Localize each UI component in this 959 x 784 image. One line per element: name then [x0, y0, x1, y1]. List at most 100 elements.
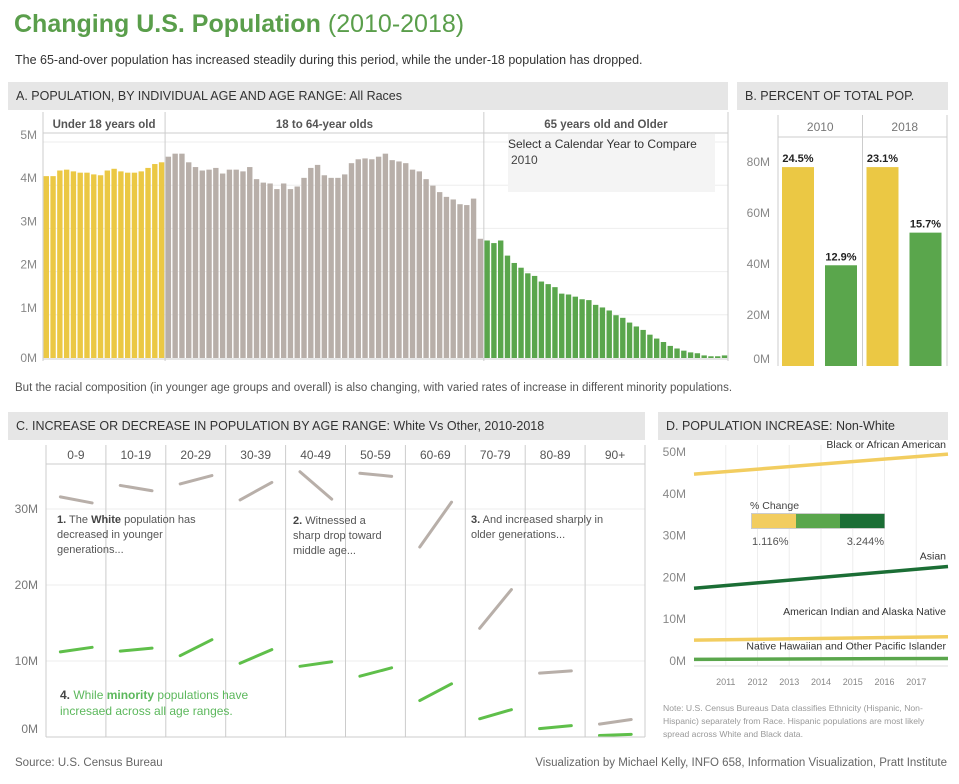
- age-bar: [396, 161, 402, 358]
- x-tick-label: 2017: [906, 677, 926, 687]
- x-tick-label: 2015: [843, 677, 863, 687]
- slope-line: [597, 732, 633, 737]
- slope-line: [478, 708, 513, 721]
- age-bar: [131, 172, 138, 358]
- age-range-label: 0-9: [67, 448, 85, 462]
- age-bar: [145, 167, 151, 358]
- age-bar: [559, 293, 565, 358]
- slope-line: [538, 669, 573, 675]
- series-line: [693, 452, 949, 476]
- age-bar: [186, 162, 192, 358]
- year-filter[interactable]: Select a Calendar Year to Compare 2010: [508, 134, 715, 192]
- age-bar: [57, 170, 63, 358]
- section-a-header: A. POPULATION, BY INDIVIDUAL AGE AND AGE…: [8, 82, 728, 110]
- age-bar: [199, 170, 205, 358]
- age-bar: [314, 164, 321, 358]
- age-bar: [70, 171, 77, 358]
- slope-line: [58, 495, 94, 505]
- age-bar: [280, 183, 287, 358]
- slope-line: [238, 480, 274, 502]
- age-bar: [484, 240, 490, 358]
- percent-total-bar-chart: 0M 20M 40M 60M 80M 2010 24.5% 12.9% 2018 23.1% 15.…: [747, 115, 948, 366]
- age-bar: [294, 186, 300, 358]
- white-vs-other-slope-chart: 0M 10M 20M 30M 0-9 10-19 20-29 30-39 40-49 50-59 6…: [15, 445, 646, 738]
- age-bar: [219, 173, 226, 358]
- y-tick-label: 20M: [663, 570, 686, 584]
- age-bar: [599, 307, 606, 358]
- age-bar: [538, 281, 545, 358]
- age-range-label: 50-59: [360, 448, 391, 462]
- year-filter-value[interactable]: 2010: [511, 153, 538, 167]
- age-range-label: 30-39: [240, 448, 271, 462]
- caption: But the racial composition (in younger a…: [15, 382, 733, 394]
- y-tick-label: 60M: [747, 206, 770, 220]
- series-line: [693, 564, 949, 591]
- y-tick-label: 0M: [21, 722, 38, 736]
- age-bar: [626, 322, 633, 358]
- age-bar: [328, 177, 334, 358]
- y-tick-label: 40M: [747, 257, 770, 271]
- age-bar: [375, 156, 382, 358]
- y-tick-label: 5M: [20, 128, 37, 142]
- age-bar: [43, 176, 49, 358]
- age-bar: [84, 172, 90, 358]
- age-range-label: 10-19: [120, 448, 151, 462]
- age-bar: [138, 171, 144, 358]
- age-bar: [104, 170, 111, 358]
- slope-line: [418, 500, 454, 549]
- age-bar: [708, 356, 714, 358]
- y-tick-label: 10M: [15, 654, 38, 668]
- age-bar: [321, 175, 328, 358]
- age-bar: [382, 153, 389, 358]
- slope-line: [298, 660, 334, 668]
- age-range-label: 40-49: [300, 448, 331, 462]
- x-tick-label: 2012: [747, 677, 767, 687]
- age-bar: [335, 177, 341, 358]
- legend-min-label: 1.116%: [752, 536, 789, 548]
- age-bar: [63, 169, 70, 358]
- age-bar: [369, 159, 375, 358]
- age-bar: [240, 171, 246, 358]
- slope-line: [418, 682, 454, 703]
- group-label: 65 years old and Older: [544, 119, 668, 131]
- annotation-4: 4. While minority populations have incre…: [60, 688, 249, 718]
- age-range-label: 80-89: [540, 448, 571, 462]
- y-tick-label: 4M: [20, 171, 37, 185]
- age-bar: [518, 267, 524, 358]
- annotation-1: 1. The White population has decreased in…: [57, 514, 196, 556]
- y-tick-label: 30M: [15, 502, 38, 516]
- year-filter-label: Select a Calendar Year to Compare: [508, 137, 697, 151]
- age-bar: [674, 348, 680, 358]
- age-population-bar-chart: 0M 1M 2M 3M 4M 5M Under 18 years old 18 to 64-y…: [20, 112, 729, 365]
- age-range-label: 90+: [605, 448, 625, 462]
- age-bar: [287, 189, 294, 358]
- age-bar: [606, 310, 612, 358]
- x-tick-label: 2013: [779, 677, 799, 687]
- age-bar: [342, 174, 348, 358]
- y-tick-label: 10M: [663, 612, 686, 626]
- x-tick-label: 2014: [811, 677, 831, 687]
- age-bar: [416, 171, 423, 358]
- age-bar: [172, 153, 178, 358]
- age-bar: [409, 169, 416, 358]
- legend-swatch: [796, 514, 841, 528]
- slope-line: [478, 588, 513, 630]
- x-tick-label: 2011: [716, 677, 735, 687]
- age-range-label: 20-29: [180, 448, 211, 462]
- age-bar: [450, 199, 456, 358]
- age-bar: [226, 169, 233, 358]
- series-line: [693, 635, 949, 642]
- age-bar: [687, 352, 694, 358]
- slope-line: [238, 648, 274, 665]
- age-bar: [233, 169, 239, 358]
- y-tick-label: 0M: [753, 352, 770, 366]
- percent-label: 12.9%: [825, 251, 856, 263]
- non-white-increase-line-chart: 0M 10M 20M 30M 40M 50M 2011 2012 2013 2014 2015 201…: [663, 440, 949, 687]
- age-bar: [552, 287, 558, 358]
- source: Source: U.S. Census Bureau: [15, 757, 163, 769]
- age-bar: [192, 167, 199, 358]
- age-bar: [457, 204, 463, 358]
- y-tick-label: 30M: [663, 529, 686, 543]
- age-bar: [470, 198, 477, 358]
- age-bar: [97, 175, 104, 358]
